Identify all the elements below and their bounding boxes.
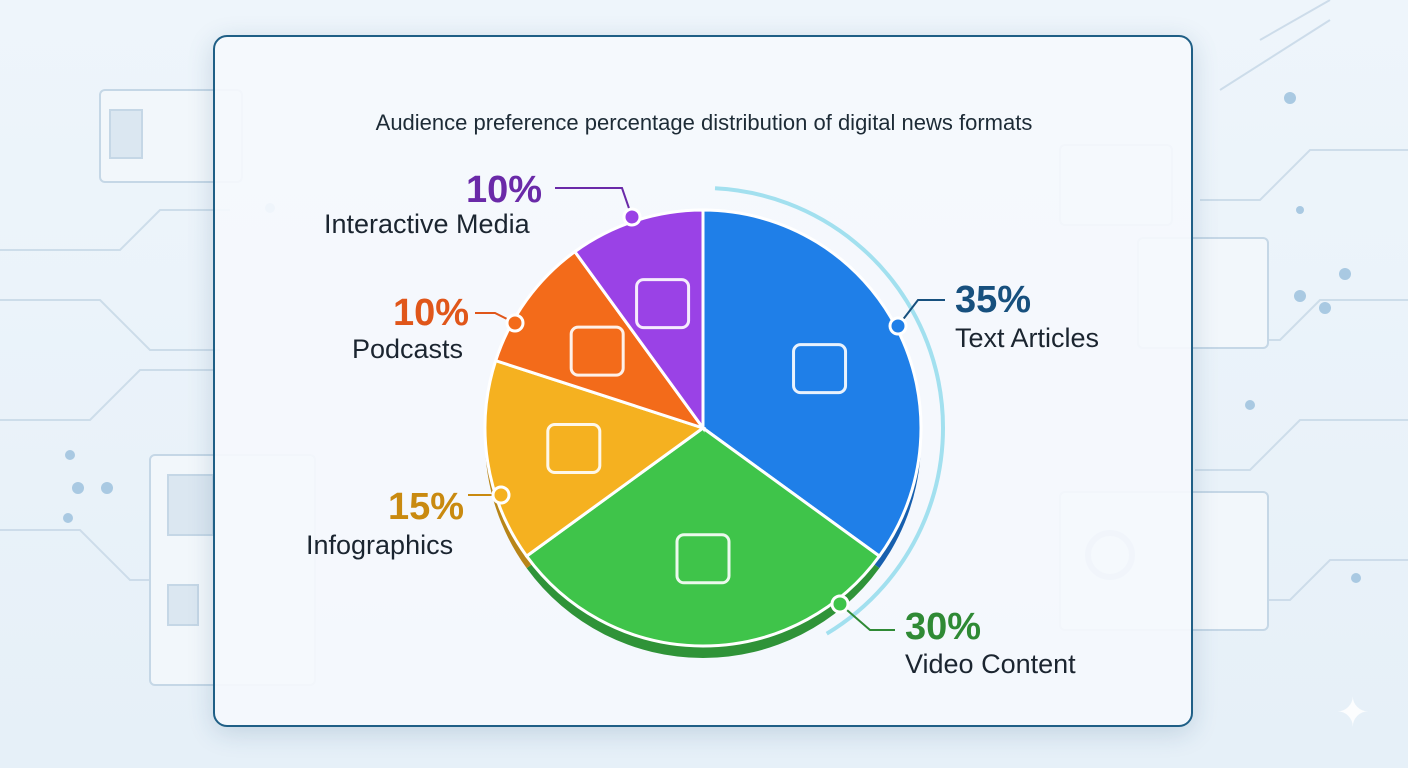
slice-infographics bbox=[483, 358, 707, 559]
value-label-text-articles: 35% bbox=[955, 279, 1032, 321]
value-label-podcasts: 10% bbox=[393, 292, 470, 334]
leader-dot-podcasts bbox=[505, 313, 525, 333]
headphones-microphone-icon bbox=[569, 325, 625, 377]
category-label-podcasts: Podcasts bbox=[352, 334, 464, 364]
slice-podcasts bbox=[493, 249, 707, 431]
leader-dot-interactive-media bbox=[622, 207, 642, 227]
category-label-infographics: Infographics bbox=[306, 530, 454, 560]
category-label-video-content: Video Content bbox=[905, 649, 1076, 679]
value-label-video-content: 30% bbox=[905, 606, 982, 648]
leader-dot-video-content bbox=[830, 594, 850, 614]
leader-line-video-content bbox=[839, 603, 895, 631]
value-label-interactive-media: 10% bbox=[466, 169, 543, 211]
value-label-infographics: 15% bbox=[388, 486, 465, 528]
category-label-interactive-media: Interactive Media bbox=[324, 209, 530, 239]
category-label-text-articles: Text Articles bbox=[955, 323, 1100, 353]
leader-dot-infographics bbox=[491, 485, 511, 505]
chart-title: Audience preference percentage distribut… bbox=[375, 110, 1033, 135]
leader-line-text-articles bbox=[897, 299, 945, 327]
leader-dot-text-articles bbox=[888, 316, 908, 336]
chart-document-icon bbox=[546, 422, 602, 474]
slice-video-content bbox=[524, 426, 882, 648]
leader-line-interactive-media bbox=[555, 187, 633, 218]
notepad-pen-icon bbox=[792, 343, 848, 395]
sparkle-icon: ✦ bbox=[1336, 691, 1370, 735]
hand-pointer-icon bbox=[635, 278, 691, 330]
video-camera-icon bbox=[675, 533, 731, 585]
decorative-arc bbox=[714, 186, 945, 636]
